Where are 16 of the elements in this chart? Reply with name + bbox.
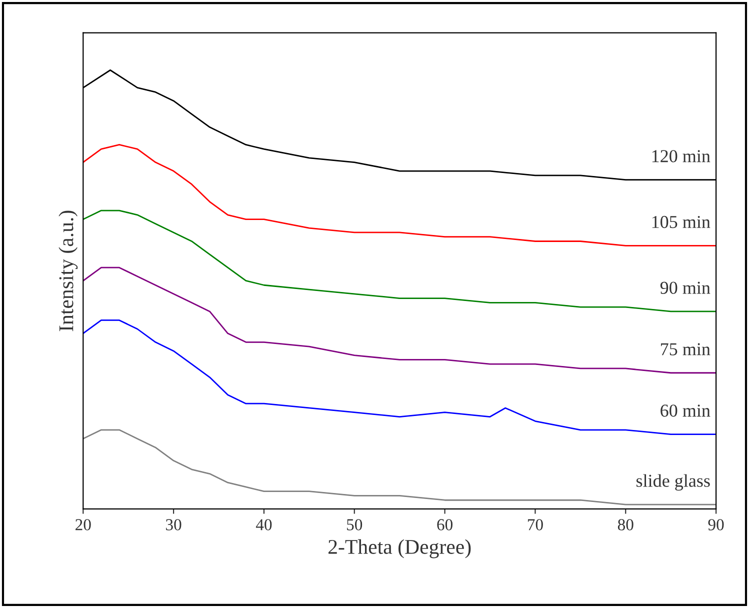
series-label: 105 min [652, 216, 710, 228]
x-tick-label: 90 [708, 519, 724, 530]
series-label: 120 min [652, 150, 710, 162]
y-axis-title: Intensity (a.u.) [58, 210, 78, 332]
series-label: 60 min [660, 404, 710, 417]
x-tick-label: 80 [618, 519, 634, 530]
series-label: slide glass [636, 474, 710, 491]
x-tick-label: 30 [166, 519, 182, 530]
x-tick-label: 60 [437, 519, 452, 530]
x-tick-label: 40 [256, 519, 272, 530]
x-axis-title: 2-Theta (Degree) [328, 539, 471, 558]
series-label: 75 min [661, 343, 710, 356]
series-label: 90 min [660, 282, 710, 294]
x-tick-label: 70 [528, 519, 543, 530]
x-tick-label: 20 [76, 519, 91, 530]
x-tick-label: 50 [347, 519, 362, 530]
